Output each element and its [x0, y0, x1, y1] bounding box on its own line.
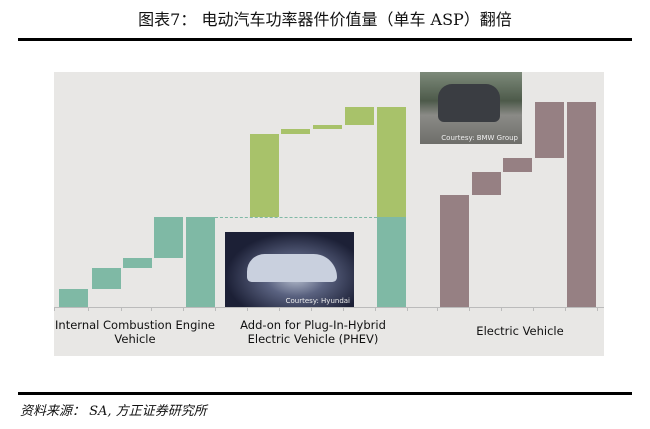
- axis-tick: [121, 307, 122, 311]
- axis-tick: [375, 307, 376, 311]
- category-label: Add-on for Plug-In-Hybrid Electric Vehicl…: [236, 318, 390, 346]
- category-line2: Vehicle: [114, 332, 156, 346]
- bar-2-3: [535, 102, 564, 158]
- axis-tick: [469, 307, 470, 311]
- axis-tick: [437, 307, 438, 311]
- axis-tick: [151, 307, 152, 311]
- category-line1: Add-on for Plug-In-Hybrid: [240, 318, 386, 332]
- bar-2-1: [472, 172, 501, 195]
- bar-1-0: [250, 134, 279, 217]
- photo-credit: Courtesy: Hyundai: [285, 297, 350, 305]
- base-dashed-line: [215, 217, 377, 218]
- top-rule: [18, 38, 632, 41]
- axis-tick: [311, 307, 312, 311]
- bar-0-1: [92, 268, 121, 289]
- axis-tick: [247, 307, 248, 311]
- photo-credit: Courtesy: BMW Group: [441, 134, 518, 142]
- axis-tick: [279, 307, 280, 311]
- x-axis: [54, 307, 604, 308]
- category-label: Electric Vehicle: [440, 324, 600, 338]
- car-shape: [438, 84, 500, 122]
- bar-1-3: [345, 107, 374, 125]
- figure-title: 图表7： 电动汽车功率器件价值量（单车 ASP）翻倍: [138, 10, 512, 29]
- hyundai-car-photo: Courtesy: Hyundai: [225, 232, 354, 307]
- axis-tick: [343, 307, 344, 311]
- bar-1-2: [313, 125, 342, 129]
- axis-tick: [597, 307, 598, 311]
- source-note: 资料来源： SA, 方正证券研究所: [20, 404, 207, 419]
- axis-tick: [54, 307, 55, 311]
- bar-0-0: [59, 289, 88, 307]
- bar-2-0: [440, 195, 469, 307]
- total-bar-2: [567, 102, 596, 307]
- axis-tick: [565, 307, 566, 311]
- total-bar-base: [377, 217, 406, 307]
- axis-tick: [183, 307, 184, 311]
- axis-tick: [88, 307, 89, 311]
- axis-tick: [215, 307, 216, 311]
- bar-1-1: [281, 129, 310, 134]
- total-bar-0: [186, 217, 215, 307]
- category-line1: Electric Vehicle: [476, 324, 564, 338]
- category-line2: Electric Vehicle (PHEV): [247, 332, 379, 346]
- bottom-rule: [18, 392, 632, 395]
- car-shape: [247, 254, 337, 282]
- bar-0-3: [154, 217, 183, 258]
- category-line1: Internal Combustion Engine: [55, 318, 215, 332]
- category-label: Internal Combustion Engine Vehicle: [52, 318, 218, 346]
- axis-tick: [533, 307, 534, 311]
- axis-tick: [407, 307, 408, 311]
- bmw-car-photo: Courtesy: BMW Group: [420, 72, 522, 144]
- bar-2-2: [503, 158, 532, 172]
- total-bar-addon: [377, 107, 406, 217]
- bar-0-2: [123, 258, 152, 268]
- axis-tick: [501, 307, 502, 311]
